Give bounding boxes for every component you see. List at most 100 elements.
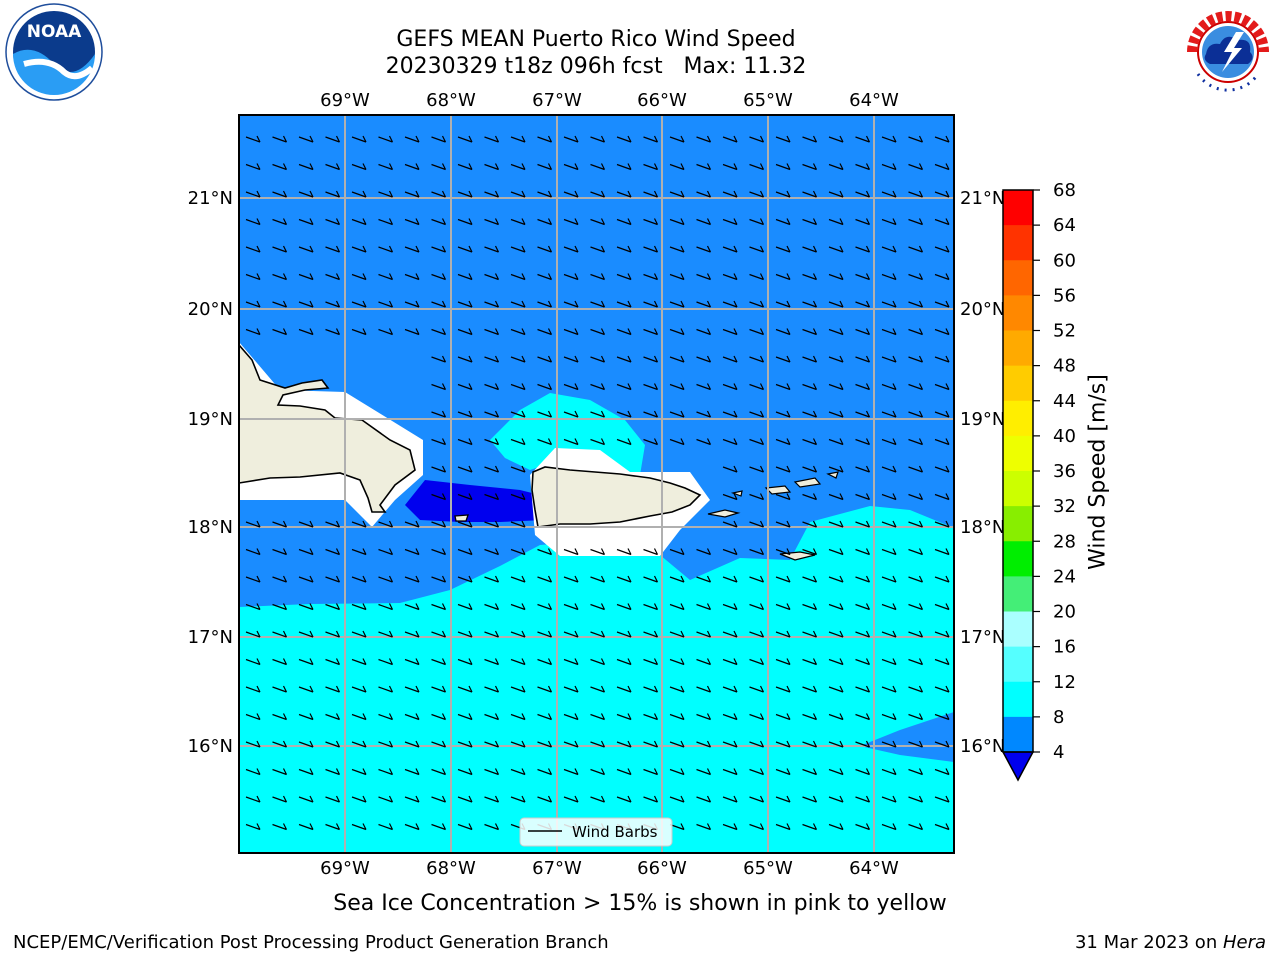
lon-labels-bottom: 69°W 68°W 67°W 66°W 65°W 64°W (320, 858, 899, 879)
wind-barb (669, 630, 685, 638)
wind-barb (881, 603, 897, 611)
wind-barb (351, 795, 367, 803)
wind-barb (272, 630, 288, 638)
wind-barb (934, 493, 950, 501)
lon-label: 67°W (532, 90, 582, 111)
wind-barb (802, 273, 818, 281)
wind-barb (431, 438, 447, 446)
wind-barb (696, 548, 712, 556)
wind-barb (881, 300, 897, 308)
wind-barb (802, 383, 818, 391)
wind-barb (563, 300, 579, 308)
wind-barb (934, 713, 950, 721)
wind-barb (325, 163, 341, 171)
wind-barb (855, 410, 871, 418)
wind-barb (696, 575, 712, 583)
wind-barb (828, 383, 844, 391)
wind-barb (934, 658, 950, 666)
wind-barb (749, 603, 765, 611)
wind-barb (855, 795, 871, 803)
wind-barb (457, 740, 473, 748)
wind-barb (298, 630, 314, 638)
lat-label: 16°N (188, 736, 233, 757)
wind-barb (775, 685, 791, 693)
wind-barb (431, 575, 447, 583)
wind-barb (484, 575, 500, 583)
wind-barb (590, 575, 606, 583)
wind-barb (881, 520, 897, 528)
wind-barb (378, 740, 394, 748)
colorbar-tick-label: 12 (1053, 672, 1076, 693)
wind-barb (457, 245, 473, 253)
wind-barb (722, 548, 738, 556)
noaa-logo-text: NOAA (27, 22, 82, 42)
wind-barb (802, 465, 818, 473)
wind-barb (378, 685, 394, 693)
wind-barb (855, 273, 871, 281)
wind-barb (643, 575, 659, 583)
wind-barb (855, 658, 871, 666)
wind-barb (510, 493, 526, 501)
wind-barb (510, 575, 526, 583)
wind-barb (245, 245, 261, 253)
wind-barb (537, 713, 553, 721)
lat-label: 17°N (960, 627, 1005, 648)
wind-barb (431, 768, 447, 776)
legend: Wind Barbs (519, 817, 673, 847)
wind-barb (404, 740, 420, 748)
land-puerto-rico (531, 466, 702, 528)
wind-barb (696, 355, 712, 363)
title-line-2: 20230329 t18z 096h fcst Max: 11.32 (385, 54, 807, 79)
wind-barb (802, 190, 818, 198)
wind-barb (510, 795, 526, 803)
wind-barb (802, 493, 818, 501)
wind-barb (669, 300, 685, 308)
wind-barb (908, 630, 924, 638)
colorbar-tick-label: 4 (1053, 742, 1064, 763)
wind-barb (537, 163, 553, 171)
wind-barb (881, 548, 897, 556)
wind-barb (616, 603, 632, 611)
wind-barb (457, 383, 473, 391)
wind-barb (431, 520, 447, 528)
wind-barb (775, 245, 791, 253)
lon-label: 64°W (849, 858, 899, 879)
wind-barb (934, 273, 950, 281)
wind-barb (934, 575, 950, 583)
wind-barb (457, 713, 473, 721)
wind-barb (272, 823, 288, 831)
wind-barb (325, 273, 341, 281)
wind-barb (855, 768, 871, 776)
wind-barb (457, 135, 473, 143)
wind-barb (404, 300, 420, 308)
wind-barb (749, 575, 765, 583)
wind-barb (484, 603, 500, 611)
wind-barb (378, 603, 394, 611)
wind-barb (881, 795, 897, 803)
wind-barb (722, 493, 738, 501)
wind-barb (934, 823, 950, 831)
wind-barb (828, 300, 844, 308)
wind-barb (643, 740, 659, 748)
wind-barb (828, 603, 844, 611)
wind-barb (696, 768, 712, 776)
wind-barb (643, 713, 659, 721)
wind-barb (431, 795, 447, 803)
wind-barb (775, 438, 791, 446)
wind-barb (908, 328, 924, 336)
wind-barb (484, 823, 500, 831)
wind-barb (351, 823, 367, 831)
lat-label: 19°N (960, 409, 1005, 430)
wind-barb (616, 383, 632, 391)
wind-barb (669, 218, 685, 226)
wind-barb (722, 383, 738, 391)
wind-barb (457, 795, 473, 803)
wind-barb (669, 438, 685, 446)
wind-barb (881, 355, 897, 363)
wind-barb (404, 575, 420, 583)
wind-barb (510, 163, 526, 171)
wind-barb (272, 713, 288, 721)
wind-barb (934, 135, 950, 143)
wind-barb (457, 768, 473, 776)
wind-barb (881, 465, 897, 473)
